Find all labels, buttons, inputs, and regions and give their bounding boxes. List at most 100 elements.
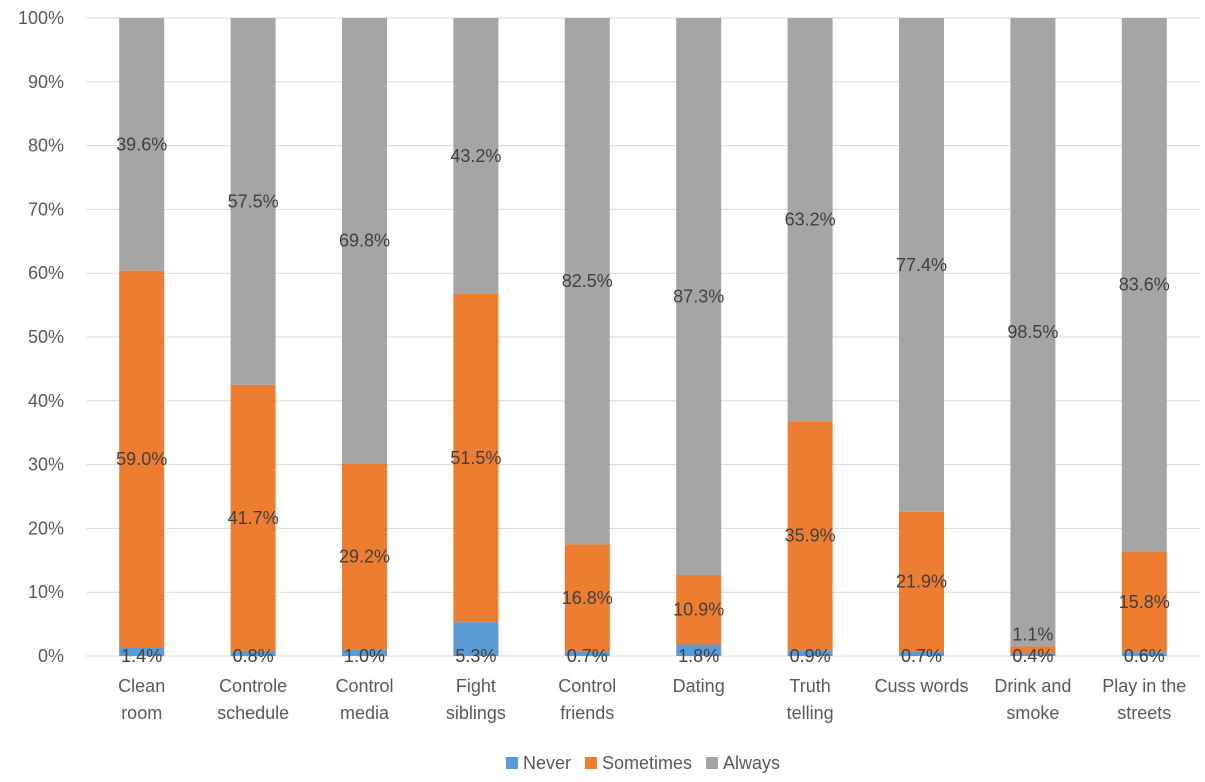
bar-segment-sometimes [342,463,387,650]
x-category-label: telling [787,703,834,723]
y-tick-label: 70% [28,199,64,219]
data-label-sometimes: 59.0% [116,449,167,469]
data-label-never: 1.4% [121,646,162,666]
x-category-label: Truth [789,676,830,696]
data-label-always: 69.8% [339,231,390,251]
bar-segment-always [119,18,165,271]
legend-swatch-sometimes [584,757,597,769]
data-label-always: 83.6% [1119,275,1170,295]
data-label-always: 77.4% [896,255,947,275]
legend-label-always: Always [723,753,780,773]
bar-segment-never [119,647,165,656]
x-category-label: Dating [673,676,725,696]
data-label-always: 98.5% [1007,322,1058,342]
data-label-always: 43.2% [450,146,501,166]
bar-segment-always [676,18,722,575]
x-category-label: Cuss words [874,676,968,696]
data-label-never: 0.4% [1012,646,1053,666]
data-label-never: 0.7% [567,646,608,666]
bar-segment-always [787,18,833,422]
bar-segment-always [564,18,610,545]
legend-swatch-never [505,757,518,769]
y-tick-label: 90% [28,72,64,92]
bar-segment-always [899,18,944,512]
data-label-sometimes: 35.9% [785,526,836,546]
x-category-label: friends [560,703,614,723]
y-tick-label: 40% [28,391,64,411]
legend-label-never: Never [523,753,571,773]
data-label-never: 0.6% [1124,646,1165,666]
data-label-never: 0.9% [790,646,831,666]
bar-segment-never [453,622,499,656]
data-label-always: 39.6% [116,134,167,154]
data-label-never: 0.7% [901,646,942,666]
data-label-sometimes: 21.9% [896,572,947,592]
bar-segment-always [453,18,499,294]
x-category-label: Control [335,676,393,696]
x-category-label: streets [1117,703,1171,723]
data-label-never: 0.8% [233,646,274,666]
y-tick-label: 30% [28,455,64,475]
data-label-never: 1.8% [678,646,719,666]
x-category-label: Play in the [1102,676,1186,696]
bar-segment-never [1121,652,1167,656]
y-axis-tick-labels: 0% 10% 20% 30% 40% 50% 60% 70% 80% 90% 100% [18,8,64,666]
data-label-always: 82.5% [562,271,613,291]
bar-segment-never [1010,653,1056,656]
bar-segment-sometimes [1121,551,1167,653]
y-tick-label: 0% [38,646,64,666]
bar-segment-never [342,649,387,656]
bar-segment-sometimes [564,544,610,652]
bar-segment-sometimes [899,511,944,652]
data-label-sometimes: 1.1% [1012,624,1053,644]
bar-segment-always [342,18,387,464]
bars [119,18,1167,656]
x-category-label: smoke [1006,703,1059,723]
bar-segment-sometimes [676,574,722,645]
legend: Never Sometimes Always [505,753,780,773]
data-label-never: 1.0% [344,646,385,666]
data-label-sometimes: 16.8% [562,588,613,608]
x-category-label: room [121,703,162,723]
data-label-sometimes: 29.2% [339,546,390,566]
data-label-sometimes: 15.8% [1119,592,1170,612]
y-tick-label: 100% [18,8,64,28]
bar-segment-sometimes [119,270,165,648]
data-label-never: 5.3% [455,646,496,666]
bar-segment-never [787,650,833,656]
x-category-label: media [340,703,390,723]
x-category-label: Controle [219,676,287,696]
bar-segment-always [1010,18,1056,647]
y-tick-label: 50% [28,327,64,347]
x-category-label: schedule [217,703,289,723]
bar-segment-never [899,651,944,656]
bar-segment-sometimes [1010,646,1056,654]
x-category-label: Drink and [994,676,1071,696]
bar-segment-sometimes [787,421,833,651]
data-label-sometimes: 10.9% [673,600,724,620]
bar-segment-sometimes [453,293,499,623]
x-category-label: Control [558,676,616,696]
y-tick-label: 10% [28,582,64,602]
x-category-label: Fight [456,676,496,696]
bar-segment-always [230,18,276,385]
y-tick-label: 60% [28,263,64,283]
y-tick-label: 80% [28,136,64,156]
data-label-sometimes: 51.5% [450,448,501,468]
bar-segment-always [1121,18,1167,552]
y-tick-label: 20% [28,518,64,538]
x-axis-category-labels: Clean room Controle schedule Control media Fig… [118,676,1186,723]
x-category-label: siblings [446,703,506,723]
data-label-always: 87.3% [673,286,724,306]
data-label-always: 63.2% [785,210,836,230]
data-label-always: 57.5% [228,191,279,211]
legend-label-sometimes: Sometimes [602,753,692,773]
data-label-sometimes: 41.7% [228,508,279,528]
data-labels: 1.4% 59.0% 39.6% 0.8% 41.7% 57.5% 1.0% 29.2% 69.… [116,134,1170,666]
bar-segment-sometimes [230,384,276,651]
x-category-label: Clean [118,676,165,696]
bar-segment-never [230,650,276,656]
bar-segment-never [676,644,722,656]
bar-segment-never [564,651,610,656]
